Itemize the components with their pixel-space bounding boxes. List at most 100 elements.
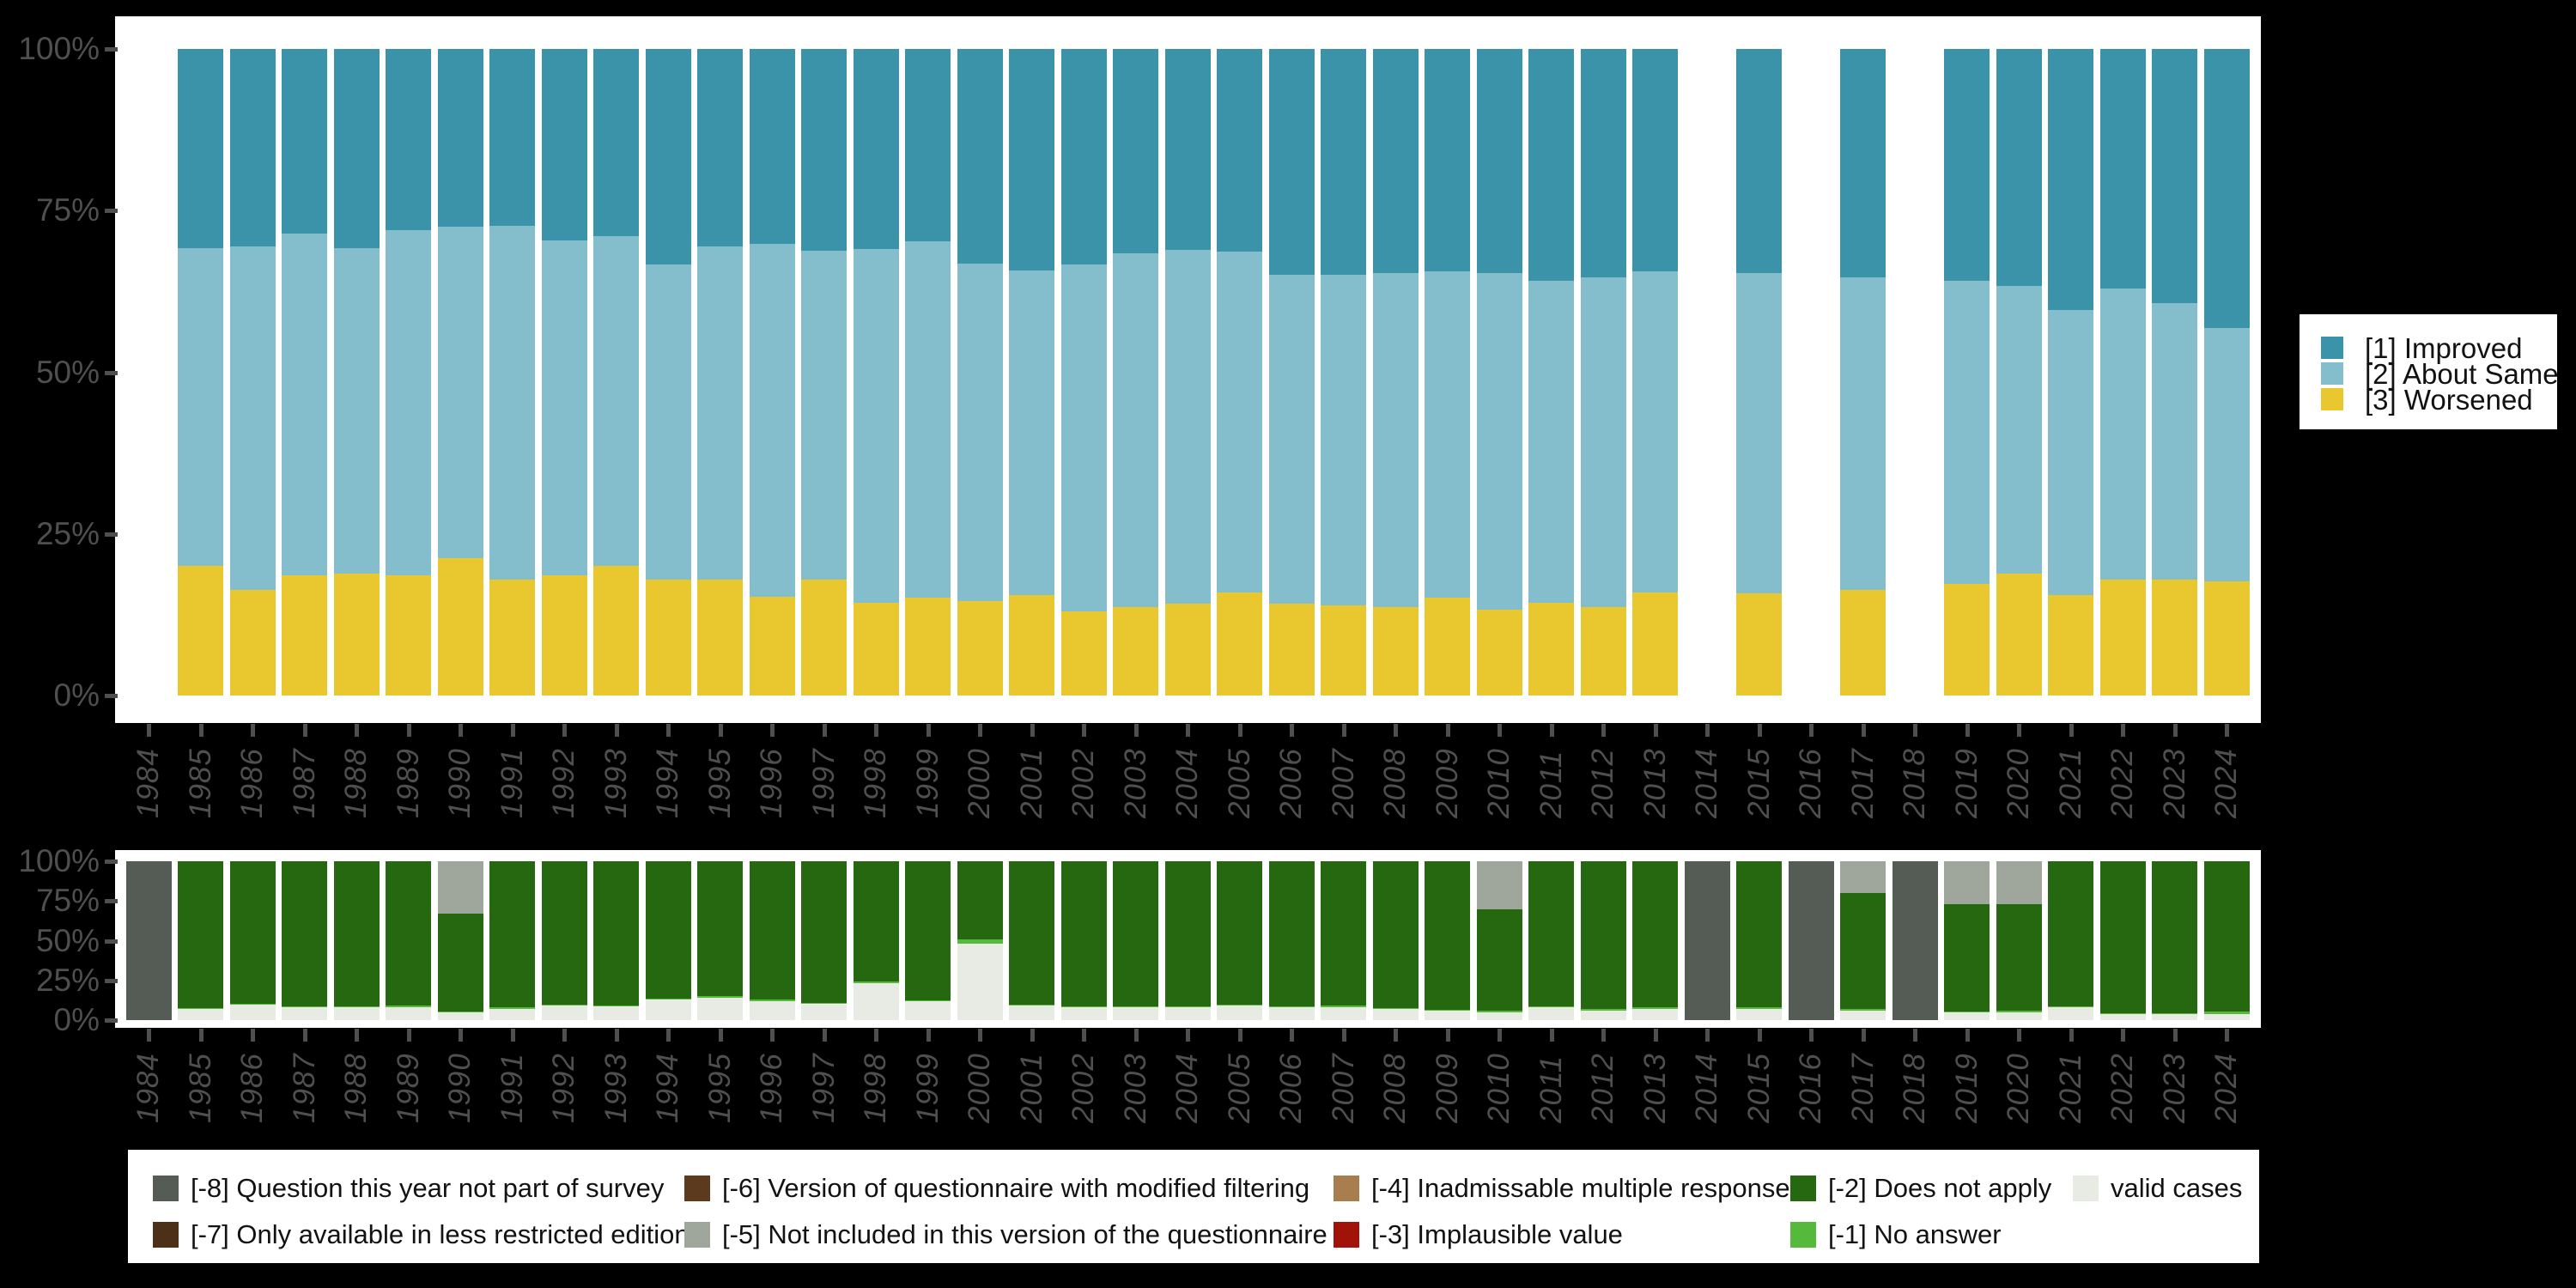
y-axis-tick-mark [105, 978, 118, 983]
bar-segment-valid_cases [1476, 1012, 1522, 1020]
bar-segment-worsened [2152, 580, 2197, 696]
bar-segment-about_same [645, 264, 691, 580]
bar-segment-improved [1632, 49, 1678, 272]
x-axis-tick-mark [510, 1029, 515, 1042]
x-axis-tick-mark [302, 1029, 307, 1042]
bar-segment-worsened [1217, 592, 1262, 696]
bar-segment-valid_cases [1217, 1005, 1262, 1020]
bar-segment-improved [1060, 49, 1107, 264]
x-axis-year-label: 2009 [1430, 1053, 1464, 1123]
bar-segment-worsened [1113, 606, 1158, 696]
x-axis-year-label: 1995 [702, 1053, 737, 1123]
bar-segment-about_same [229, 246, 276, 591]
bar-segment-about_same [1009, 270, 1054, 595]
x-axis-year-label: 2022 [2105, 1053, 2139, 1123]
bar-segment-valid_cases [229, 1004, 276, 1020]
bar-segment-valid_cases [282, 1007, 327, 1020]
bar-segment-no_answer [905, 999, 951, 1001]
bar-segment-does_not_apply [2203, 861, 2250, 1012]
bar-segment-valid_cases [645, 999, 691, 1020]
bar-segment-about_same [2203, 328, 2250, 581]
bar-segment-worsened [645, 580, 691, 696]
bar-segment-does_not_apply [489, 861, 535, 1008]
bar-segment-improved [1476, 49, 1522, 273]
x-axis-year-label: 2009 [1430, 748, 1464, 818]
x-axis-tick-mark [770, 724, 775, 737]
bar-segment-not_included [1840, 861, 1886, 893]
x-axis-tick-mark [1913, 1029, 1917, 1042]
bar-segment-no_answer [1425, 1009, 1470, 1011]
x-axis-tick-mark [926, 1029, 931, 1042]
x-axis-tick-mark [355, 1029, 359, 1042]
bar-segment-valid_cases [489, 1009, 535, 1020]
x-axis-tick-mark [718, 1029, 723, 1042]
bar-segment-improved [957, 49, 1003, 264]
x-axis-year-label: 2022 [2105, 748, 2139, 818]
x-axis-year-label: 1993 [598, 1053, 633, 1123]
bar-segment-about_same [2152, 302, 2197, 580]
x-axis-year-label: 1984 [131, 1053, 165, 1123]
bar-segment-improved [2152, 49, 2197, 303]
bar-segment-worsened [1736, 593, 1782, 696]
x-axis-tick-mark [1861, 1029, 1866, 1042]
bar-segment-no_answer [2099, 1012, 2146, 1014]
bar-segment-does_not_apply [2048, 861, 2093, 1007]
x-axis-year-label: 2021 [2053, 1053, 2087, 1123]
legend-label-missing: [-6] Version of questionnaire with modif… [722, 1173, 1310, 1203]
x-axis-tick-mark [355, 724, 359, 737]
legend-swatch-2 [2321, 362, 2343, 385]
bar-segment-improved [386, 49, 431, 230]
x-axis-year-label: 2001 [1014, 1053, 1048, 1123]
x-axis-year-label: 2020 [2002, 1053, 2035, 1123]
x-axis-year-label: 2016 [1794, 748, 1827, 818]
x-axis-year-label: 2018 [1898, 1053, 1931, 1123]
x-axis-year-label: 2000 [963, 748, 996, 818]
bar-segment-improved [1321, 49, 1366, 275]
bar-segment-valid_cases [957, 944, 1003, 1020]
bar-segment-valid_cases [1425, 1010, 1470, 1020]
bar-segment-valid_cases [1840, 1010, 1886, 1020]
bar-segment-improved [1996, 49, 2042, 287]
bar-segment-no_answer [1528, 1006, 1574, 1008]
bar-segment-worsened [1425, 597, 1470, 696]
bar-segment-does_not_apply [1268, 861, 1315, 1007]
x-axis-tick-mark [770, 1029, 775, 1042]
bar-segment-no_answer [386, 1005, 431, 1008]
legend-swatch-missing [1790, 1176, 1816, 1201]
legend-swatch-missing [153, 1222, 179, 1248]
x-axis-tick-mark [1341, 1029, 1346, 1042]
x-axis-tick-mark [1341, 724, 1346, 737]
bar-segment-no_answer [1372, 1008, 1419, 1010]
bar-segment-no_answer [1321, 1005, 1366, 1008]
bar-segment-about_same [853, 248, 899, 603]
bar-segment-not_included [437, 861, 483, 914]
bar-segment-about_same [1425, 271, 1470, 598]
bar-segment-worsened [1528, 602, 1574, 696]
y-axis-tick-mark [105, 1018, 118, 1023]
x-axis-year-label: 1995 [702, 748, 737, 818]
bar-segment-not_part_of_survey [1892, 861, 1938, 1020]
x-axis-tick-mark [1705, 1029, 1710, 1042]
bar-segment-no_answer [2048, 1006, 2093, 1008]
bar-segment-does_not_apply [593, 861, 639, 1006]
bar-segment-valid_cases [541, 1005, 587, 1020]
bar-segment-improved [1268, 49, 1315, 275]
x-axis-year-label: 2018 [1898, 748, 1931, 818]
bar-segment-about_same [1528, 280, 1574, 603]
bar-segment-no_answer [1580, 1009, 1626, 1011]
bar-segment-valid_cases [1736, 1009, 1782, 1020]
x-axis-tick-mark [1757, 724, 1762, 737]
x-axis-tick-mark [2225, 724, 2229, 737]
x-axis-year-label: 1999 [910, 748, 945, 818]
x-axis-year-label: 2007 [1326, 1053, 1360, 1123]
bar-segment-does_not_apply [1321, 861, 1366, 1006]
bar-segment-about_same [801, 250, 847, 580]
bar-segment-about_same [697, 246, 743, 580]
x-axis-year-label: 2008 [1378, 748, 1412, 818]
x-axis-tick-mark [302, 724, 307, 737]
x-axis-tick-mark [1030, 1029, 1035, 1042]
bar-segment-no_answer [333, 1006, 380, 1008]
x-axis-tick-mark [1394, 724, 1398, 737]
y-axis-tick-label: 75% [35, 192, 100, 228]
bar-segment-does_not_apply [749, 861, 795, 999]
